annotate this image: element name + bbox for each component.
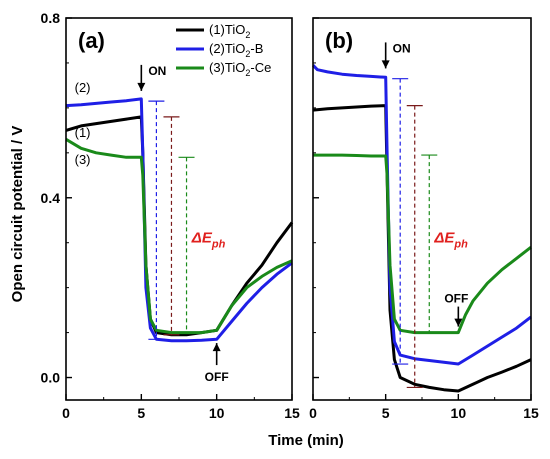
legend-text-sub: 2 (245, 68, 250, 78)
on-label: ON (393, 41, 411, 55)
x-tick-label: 0 (309, 405, 317, 421)
delta-e-ph-subscript: ph (453, 239, 468, 251)
off-arrow-head (454, 318, 463, 327)
legend-text-main: (2)TiO (209, 41, 245, 56)
x-tick-label: 10 (209, 405, 225, 421)
legend-entry-1: (1)TiO2 (209, 22, 250, 40)
on-label: ON (148, 64, 166, 78)
legend-entry-3: (3)TiO2-Ce (209, 60, 271, 78)
legend-text-suffix: -Ce (250, 60, 271, 75)
legend-entry-2: (2)TiO2-B (209, 41, 263, 59)
series-line-2 (65, 97, 293, 343)
y-axis-label: Open circuit potential / V (9, 126, 26, 303)
x-tick-label: 10 (451, 405, 467, 421)
legend-text-sub: 2 (245, 49, 250, 59)
x-tick-label: 15 (523, 405, 539, 421)
off-arrow-head (212, 343, 221, 352)
series-line-3 (313, 153, 532, 335)
panel-a: 0 5 10 15 0.0 0.4 0.8 (a) ON OFF ΔEph (2) (1) (3) (1)T… (41, 10, 300, 421)
delta-e-ph-label: ΔEph (433, 230, 468, 251)
x-tick-label: 15 (284, 405, 300, 421)
panel-label: (a) (78, 28, 105, 53)
off-label: OFF (205, 370, 229, 384)
x-tick-label: 5 (382, 405, 390, 421)
series-line-3 (65, 138, 293, 335)
x-tick-label: 0 (62, 405, 70, 421)
panel-b: 0 5 10 15 (b) ON OFF ΔEph (309, 17, 539, 421)
curve-label: (2) (75, 80, 91, 95)
curve-label: (3) (75, 152, 91, 167)
legend-text-suffix: -B (250, 41, 263, 56)
legend-text-main: (3)TiO (209, 60, 245, 75)
x-axis-label: Time (min) (268, 432, 344, 449)
series-line-1 (312, 104, 532, 393)
series-line-2 (311, 64, 532, 366)
delta-e-ph-subscript: ph (211, 239, 226, 251)
series-line-1 (65, 115, 294, 337)
y-tick-label: 0.8 (41, 10, 61, 26)
y-tick-label: 0.4 (41, 190, 61, 206)
panel-label: (b) (325, 28, 353, 53)
legend-text-sub: 2 (245, 30, 250, 40)
on-arrow-head (381, 60, 390, 69)
legend-text-main: (1)TiO (209, 22, 245, 37)
on-arrow-head (137, 82, 146, 91)
y-tick-label: 0.0 (41, 370, 61, 386)
x-tick-label: 5 (137, 405, 145, 421)
plot-frame (65, 17, 293, 401)
off-label: OFF (444, 292, 468, 306)
curve-label: (1) (75, 125, 91, 140)
delta-e-ph-label: ΔEph (191, 230, 226, 251)
